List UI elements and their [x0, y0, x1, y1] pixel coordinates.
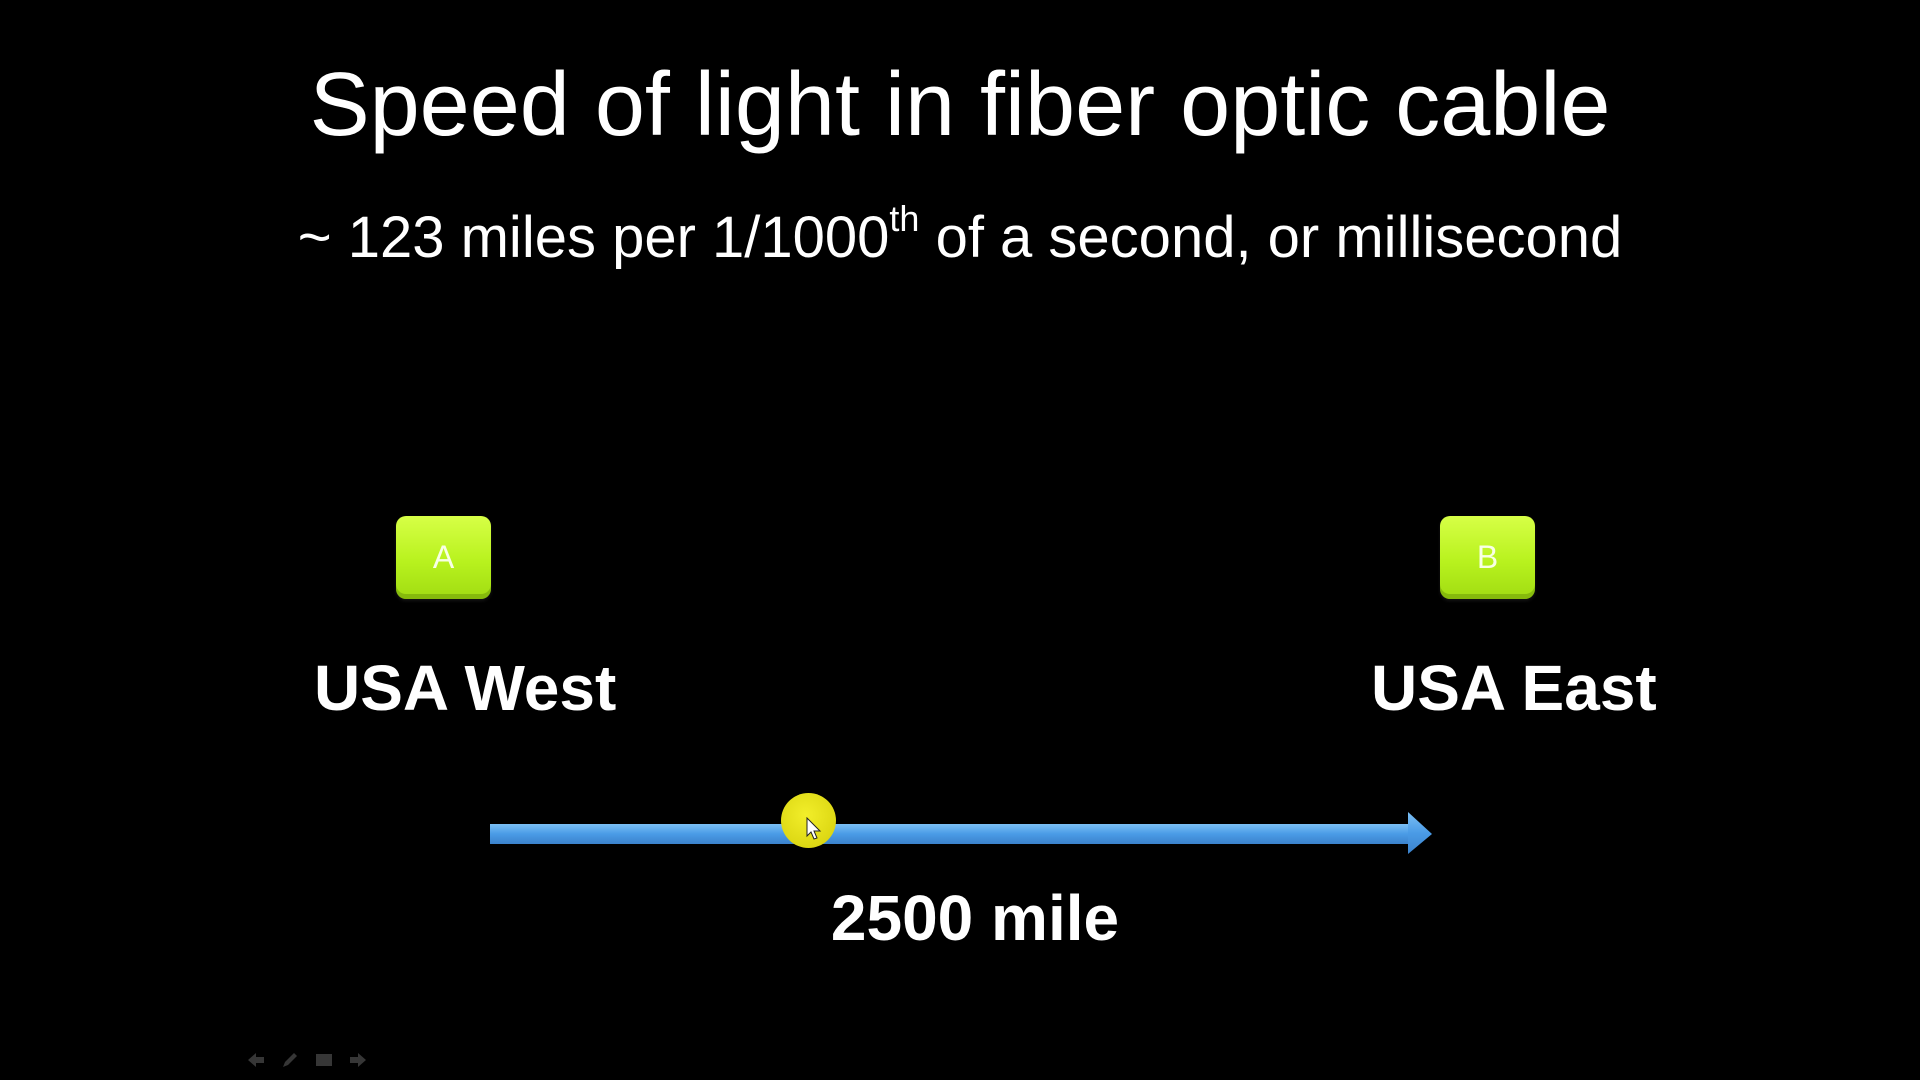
- location-west-label: USA West: [314, 652, 617, 724]
- slide-title: Speed of light in fiber optic cable: [309, 55, 1611, 155]
- node-b-label: B: [1476, 539, 1499, 575]
- pen-icon[interactable]: [280, 1050, 300, 1070]
- subtitle-text-before: ~ 123 miles per 1/1000: [297, 205, 890, 270]
- slide-menu-icon[interactable]: [314, 1050, 334, 1070]
- forward-arrow-icon[interactable]: [348, 1050, 368, 1070]
- back-arrow-icon[interactable]: [246, 1050, 266, 1070]
- distance-label: 2500 mile: [830, 882, 1120, 954]
- mouse-pointer-icon: [806, 817, 822, 840]
- distance-arrow: [490, 812, 1432, 854]
- location-east-label: USA East: [1371, 652, 1657, 724]
- node-a-box: A: [396, 516, 491, 599]
- slideshow-nav-controls: [246, 1050, 368, 1070]
- subtitle-text-after: of a second, or millisecond: [919, 205, 1623, 270]
- node-a-label: A: [432, 539, 455, 575]
- subtitle-superscript: th: [889, 198, 920, 239]
- slide-subtitle: ~ 123 miles per 1/1000th of a second, or…: [0, 200, 1920, 276]
- node-b-box: B: [1440, 516, 1535, 599]
